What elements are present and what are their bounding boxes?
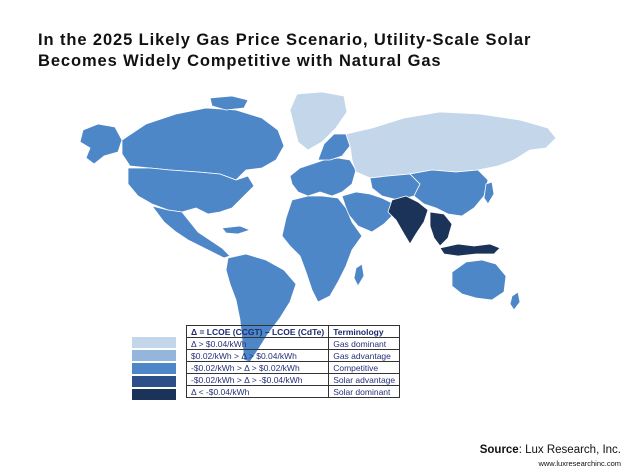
source-label: Source <box>479 444 519 456</box>
legend-row: Δ > $0.04/kWh Gas dominant <box>185 337 401 350</box>
legend-range: Δ < -$0.04/kWh <box>185 385 330 398</box>
region-greenland <box>289 91 348 151</box>
legend-term: Competitive <box>328 361 401 374</box>
region-new-zealand <box>509 291 521 311</box>
title-line-2: Becomes Widely Competitive with Natural … <box>38 52 442 70</box>
legend-table: Δ = LCOE (CCGT) – LCOE (CdTe) Terminolog… <box>185 325 401 398</box>
region-china <box>409 169 489 217</box>
legend-range: -$0.02/kWh > Δ > -$0.04/kWh <box>185 373 330 386</box>
swatch-solar-advantage <box>132 376 176 387</box>
legend-term: Solar advantage <box>328 373 401 386</box>
legend-range: $0.02/kWh > Δ > $0.04/kWh <box>185 349 330 362</box>
chart-title: In the 2025 Likely Gas Price Scenario, U… <box>38 30 608 72</box>
region-japan <box>483 181 495 205</box>
legend-header-row: Δ = LCOE (CCGT) – LCOE (CdTe) Terminolog… <box>185 325 401 338</box>
legend-row: Δ < -$0.04/kWh Solar dominant <box>185 385 401 398</box>
region-africa <box>281 195 363 303</box>
region-usa <box>127 167 255 215</box>
source-text: : Lux Research, Inc. <box>518 444 621 456</box>
region-madagascar <box>353 263 365 287</box>
region-alaska <box>79 123 123 165</box>
title-line-1: In the 2025 Likely Gas Price Scenario, U… <box>38 31 532 49</box>
legend-header-delta: Δ = LCOE (CCGT) – LCOE (CdTe) <box>185 325 330 338</box>
legend-swatches <box>132 337 176 402</box>
legend-term: Solar dominant <box>328 385 401 398</box>
source-credit: Source: Lux Research, Inc. <box>480 444 621 456</box>
region-russia <box>345 111 557 179</box>
swatch-gas-dominant <box>132 337 176 348</box>
swatch-solar-dominant <box>132 389 176 400</box>
region-indonesia <box>439 243 501 257</box>
source-url: www.luxresearchinc.com <box>538 459 621 468</box>
region-canada-arctic <box>209 95 249 111</box>
region-mexico-central-america <box>151 205 231 259</box>
swatch-gas-advantage <box>132 350 176 361</box>
legend-range: Δ > $0.04/kWh <box>185 337 330 350</box>
legend-row: $0.02/kWh > Δ > $0.04/kWh Gas advantage <box>185 349 401 362</box>
legend-range: -$0.02/kWh > Δ > $0.02/kWh <box>185 361 330 374</box>
legend-term: Gas dominant <box>328 337 401 350</box>
region-india <box>387 195 429 245</box>
legend-row: -$0.02/kWh > Δ > $0.02/kWh Competitive <box>185 361 401 374</box>
legend-term: Gas advantage <box>328 349 401 362</box>
region-australia <box>451 259 507 301</box>
region-southeast-asia <box>429 211 453 247</box>
region-europe <box>289 157 357 197</box>
legend-header-terminology: Terminology <box>328 325 401 338</box>
swatch-competitive <box>132 363 176 374</box>
region-caribbean <box>221 225 251 235</box>
legend-row: -$0.02/kWh > Δ > -$0.04/kWh Solar advant… <box>185 373 401 386</box>
